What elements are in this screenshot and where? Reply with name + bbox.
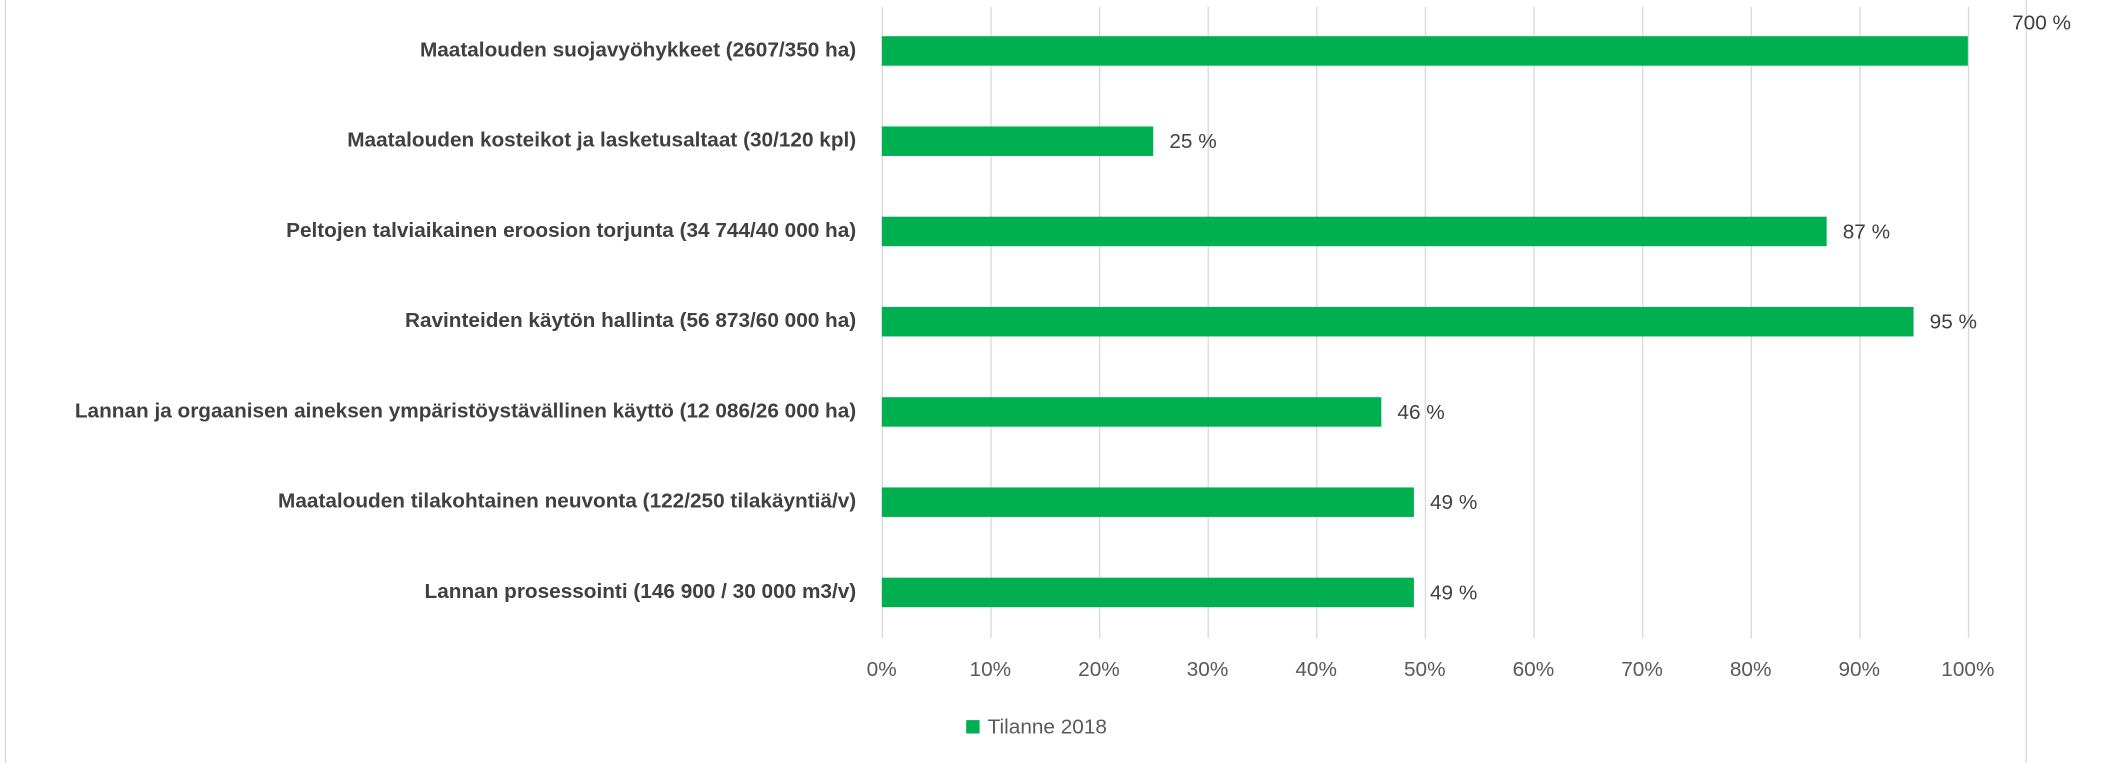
category-label: Maatalouden suojavyöhykkeet (2607/350 ha… [420,38,856,61]
bar [881,126,1154,156]
category-label: Lannan prosessointi (146 900 / 30 000 m3… [425,580,857,603]
category-label: Maatalouden tilakohtainen neuvonta (122/… [278,490,856,513]
x-tick-label: 70% [1621,658,1663,681]
value-label: 87 % [1843,220,1890,243]
category-label: Peltojen talviaikainen eroosion torjunta… [286,219,856,242]
category-label: Ravinteiden käytön hallinta (56 873/60 0… [405,309,856,332]
bar [881,487,1414,517]
bar [881,216,1827,247]
x-tick-label: 90% [1838,658,1880,681]
x-tick-label: 0% [867,658,897,681]
x-tick-label: 20% [1078,658,1120,681]
x-tick-label: 100% [1941,658,1994,681]
category-label: Lannan ja orgaanisen aineksen ympäristöy… [75,399,856,422]
x-tick-label: 30% [1187,658,1229,681]
value-label: 49 % [1430,491,1477,514]
x-tick-label: 50% [1404,658,1446,681]
x-tick-label: 60% [1513,658,1555,681]
bar [881,577,1414,608]
bar [881,306,1914,337]
x-tick-label: 40% [1295,658,1337,681]
bar [881,397,1382,427]
value-label: 25 % [1169,130,1216,153]
value-label: 49 % [1430,581,1477,604]
legend-swatch [966,720,980,734]
value-label: 46 % [1397,401,1444,424]
value-label: 700 % [2012,12,2071,35]
x-tick-label: 10% [970,658,1012,681]
value-label: 95 % [1930,311,1977,334]
category-label: Maatalouden kosteikot ja lasketusaltaat … [347,129,856,152]
x-tick-label: 80% [1730,658,1772,681]
bar [881,36,1968,66]
legend-label: Tilanne 2018 [988,716,1107,739]
